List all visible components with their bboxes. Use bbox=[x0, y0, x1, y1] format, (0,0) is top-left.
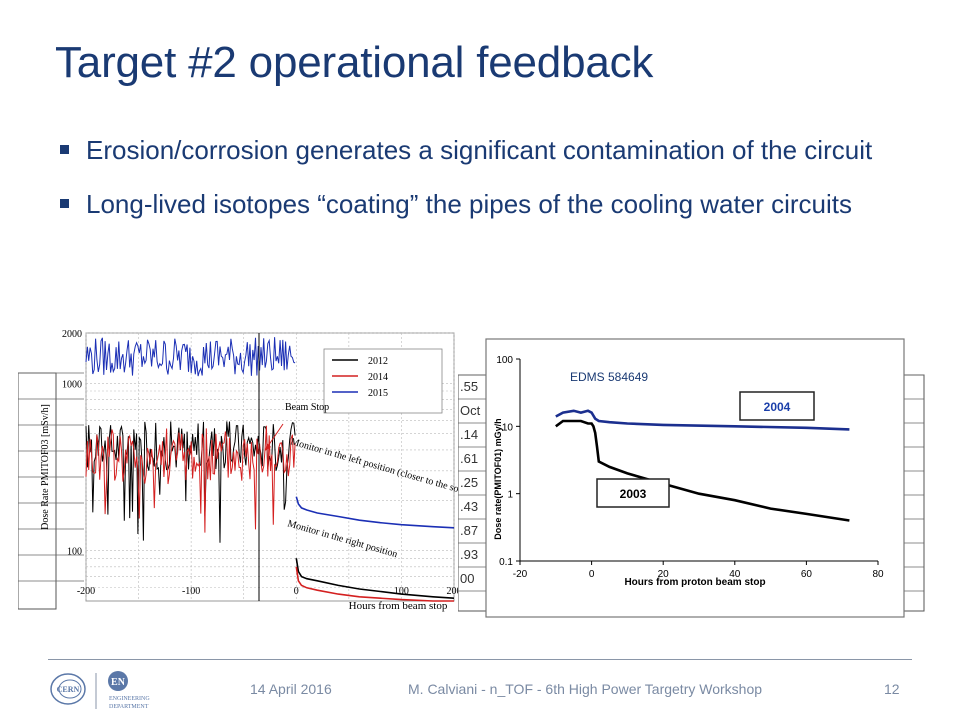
department-text: DEPARTMENT bbox=[109, 704, 149, 710]
series-label-box-2004 bbox=[739, 391, 815, 421]
background-table-text: .93 bbox=[460, 547, 478, 562]
x-tick-label: -20 bbox=[513, 569, 528, 580]
en-logo-text: EN bbox=[111, 677, 126, 688]
footer-presenter: M. Calviani - n_TOF - 6th High Power Tar… bbox=[408, 681, 763, 697]
series-2014-decay bbox=[295, 566, 454, 602]
engineering-text: ENGINEERING bbox=[109, 696, 150, 702]
x-axis-label: Hours from beam stop bbox=[349, 600, 448, 612]
y-axis-label: Dose Rate PMITOF03 [mSv/h] bbox=[40, 404, 51, 530]
x-tick-label: -100 bbox=[182, 586, 200, 597]
plot-frame bbox=[485, 338, 905, 618]
series-2014-pre-beam-stop bbox=[85, 425, 296, 533]
background-table-text: .87 bbox=[460, 523, 478, 538]
y-tick-label: 2000 bbox=[62, 329, 82, 340]
series-2015-decay bbox=[295, 496, 455, 529]
bullet-text: Long-lived isotopes “coating” the pipes … bbox=[86, 189, 852, 219]
y-tick-label: 1000 bbox=[62, 379, 82, 390]
x-tick-label: 100 bbox=[394, 586, 409, 597]
right-chart-svg: .55 Oct .14 .61 .25 .43 .87 .93 00 0.1 1 10 100 -20 0… bbox=[457, 338, 925, 618]
bullet-item: Erosion/corrosion generates a significan… bbox=[60, 134, 920, 166]
legend-label-2014: 2014 bbox=[368, 372, 388, 383]
background-table-text: 00 bbox=[460, 571, 474, 586]
x-tick-label: 40 bbox=[729, 569, 741, 580]
series-2003-line bbox=[555, 419, 850, 522]
background-table-text: .43 bbox=[460, 499, 478, 514]
footer-divider bbox=[48, 659, 912, 660]
legend-label-2012: 2012 bbox=[368, 356, 388, 367]
y-tick-label: 10 bbox=[502, 422, 514, 433]
square-bullet-icon bbox=[60, 145, 69, 154]
x-tick-label: 200 bbox=[447, 586, 459, 597]
x-tick-label: 80 bbox=[872, 569, 884, 580]
bullet-text: Erosion/corrosion generates a significan… bbox=[86, 135, 873, 165]
footer-date: 14 April 2016 bbox=[250, 681, 332, 697]
arrow-head-icon bbox=[265, 443, 271, 451]
left-chart-svg: -200 -100 0 100 200 100 1000 2000 Dose Rate PMI… bbox=[17, 329, 480, 612]
y-tick-label: 0.1 bbox=[499, 557, 513, 568]
series-label-2004: 2004 bbox=[764, 400, 791, 414]
x-tick-label: 0 bbox=[589, 569, 595, 580]
cern-logo: CERN bbox=[50, 673, 86, 705]
y-tick-label: 100 bbox=[496, 355, 513, 366]
legend-label-2015: 2015 bbox=[368, 388, 388, 399]
annotation-beam-stop: Beam Stop bbox=[285, 402, 329, 413]
right-dose-rate-chart: .55 Oct .14 .61 .25 .43 .87 .93 00 0.1 1 10 100 -20 0… bbox=[457, 329, 928, 624]
series-2012-decay bbox=[295, 558, 455, 599]
footer-logos-svg: CERN EN ENGINEERING DEPARTMENT bbox=[50, 671, 150, 710]
background-table-fragment bbox=[17, 372, 57, 610]
footer-logos: CERN EN ENGINEERING DEPARTMENT bbox=[48, 669, 178, 718]
series-2015-pre-beam-stop bbox=[85, 337, 296, 377]
edms-reference: EDMS 584649 bbox=[570, 370, 648, 384]
bullet-item: Long-lived isotopes “coating” the pipes … bbox=[60, 188, 920, 220]
y-axis-label: Dose rate(PMITOF01) mGy/h bbox=[493, 418, 503, 539]
x-tick-label: -200 bbox=[77, 586, 95, 597]
background-table-text: .25 bbox=[460, 475, 478, 490]
x-axis-label: Hours from proton beam stop bbox=[624, 577, 765, 588]
left-dose-rate-chart: -200 -100 0 100 200 100 1000 2000 Dose Rate PMI… bbox=[17, 327, 480, 617]
x-tick-label: 60 bbox=[801, 569, 813, 580]
slide-title: Target #2 operational feedback bbox=[55, 38, 654, 87]
page-number: 12 bbox=[884, 681, 900, 697]
x-tick-label: 0 bbox=[294, 586, 299, 597]
series-label-2003: 2003 bbox=[620, 487, 647, 501]
series-2004-line bbox=[555, 409, 850, 431]
legend: 2012 2014 2015 bbox=[323, 348, 443, 414]
bullet-list: Erosion/corrosion generates a significan… bbox=[60, 134, 920, 242]
y-tick-label: 100 bbox=[67, 547, 82, 558]
series-label-box-2003 bbox=[596, 478, 670, 508]
background-table-text: .14 bbox=[460, 427, 478, 442]
cern-logo-text: CERN bbox=[57, 685, 80, 694]
en-logo: EN ENGINEERING DEPARTMENT bbox=[108, 671, 150, 710]
square-bullet-icon bbox=[60, 199, 69, 208]
background-table-text: .55 bbox=[460, 379, 478, 394]
y-tick-label: 1 bbox=[507, 490, 513, 501]
x-tick-label: 20 bbox=[658, 569, 670, 580]
background-table-text: Oct bbox=[460, 403, 481, 418]
background-table-text: .61 bbox=[460, 451, 478, 466]
